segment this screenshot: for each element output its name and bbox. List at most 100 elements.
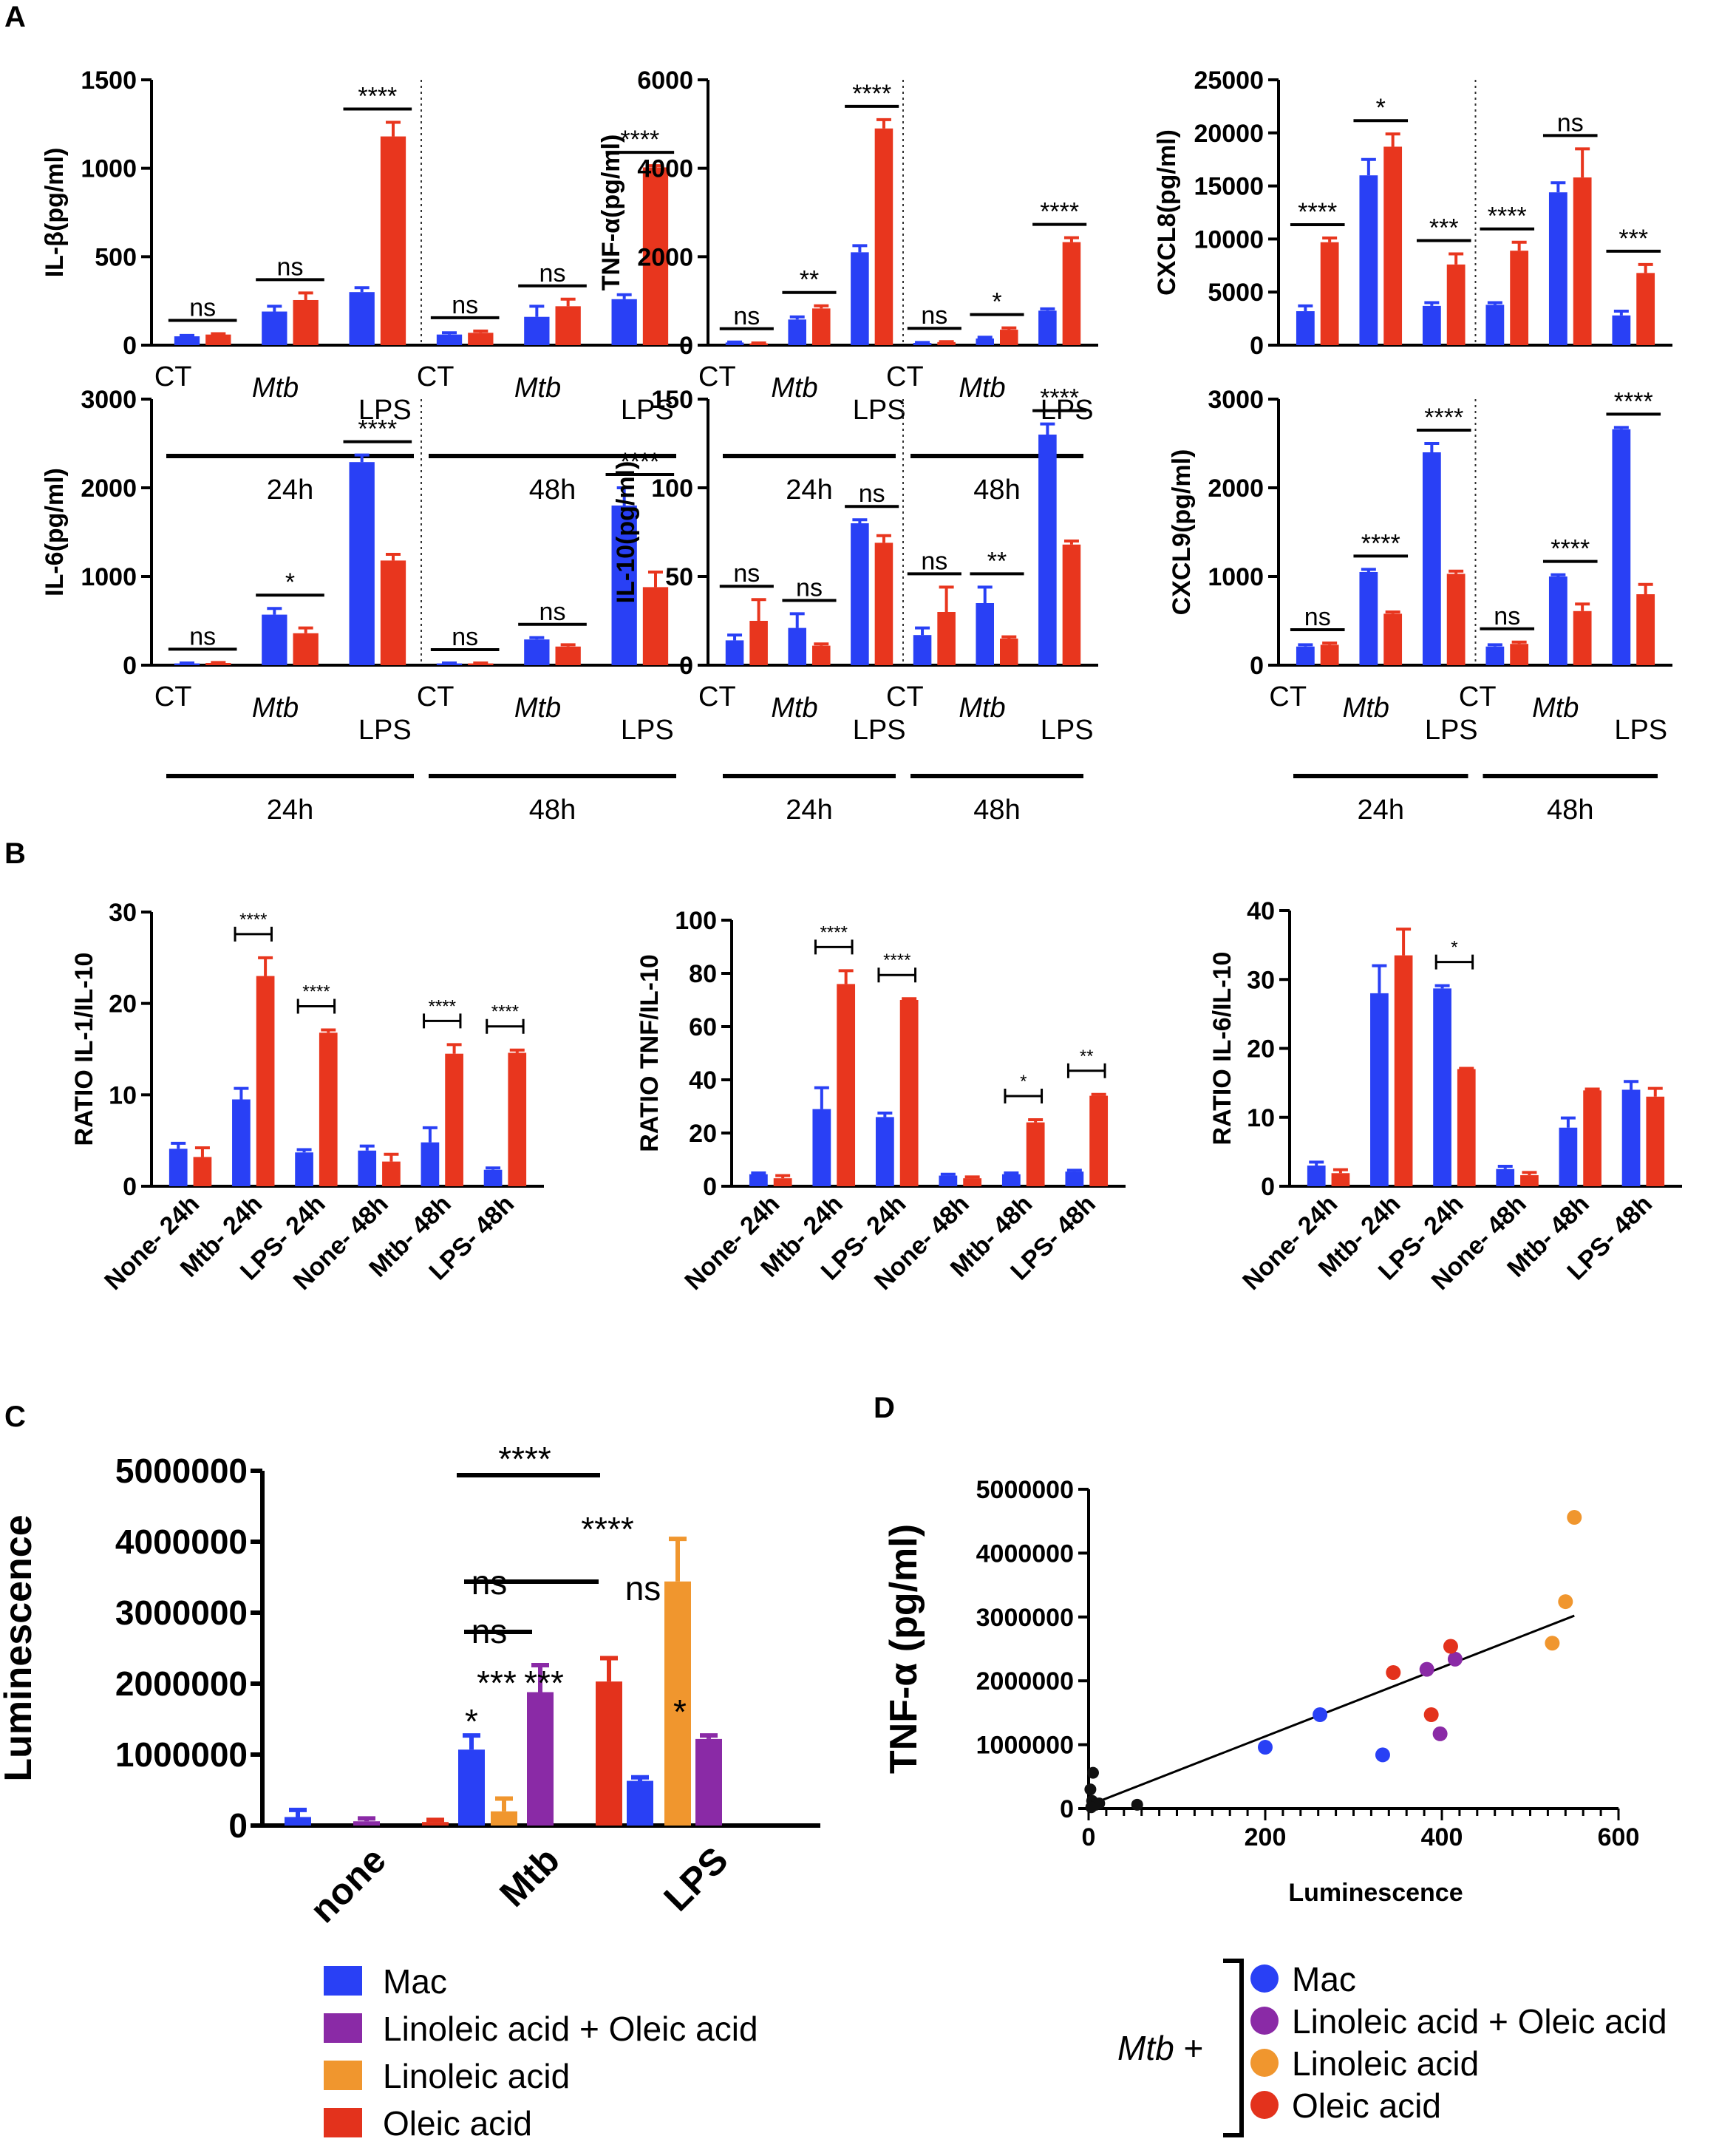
bar bbox=[812, 645, 831, 665]
bar bbox=[937, 341, 956, 345]
significance-label: **** bbox=[820, 922, 848, 942]
significance-label: **** bbox=[302, 982, 330, 1002]
bar bbox=[193, 1157, 212, 1186]
bar bbox=[445, 1053, 463, 1186]
y-axis-label: RATIO IL-6/IL-10 bbox=[1208, 952, 1236, 1146]
significance-label: **** bbox=[1614, 387, 1653, 415]
x-tick-label: CT bbox=[154, 361, 192, 392]
x-tick-label: Mtb bbox=[771, 372, 817, 404]
bar bbox=[293, 633, 319, 665]
x-tick-label: None- 24h bbox=[679, 1190, 785, 1296]
significance-bracket bbox=[814, 939, 854, 955]
regression-line bbox=[1088, 1614, 1575, 1807]
bar bbox=[1433, 988, 1451, 1186]
y-tick-label: 5000000 bbox=[115, 1452, 248, 1490]
x-tick-label: Mtb bbox=[1343, 693, 1389, 724]
group-label: 48h bbox=[529, 795, 576, 826]
bar bbox=[169, 1149, 188, 1186]
bar bbox=[812, 1109, 831, 1186]
bar bbox=[1485, 646, 1505, 665]
x-tick-label: CT bbox=[698, 681, 736, 712]
bar bbox=[508, 1052, 527, 1186]
y-tick-label: 2000 bbox=[637, 243, 693, 271]
x-tick-label: Mtb bbox=[252, 372, 299, 404]
bar bbox=[788, 627, 806, 665]
y-tick-label: 0 bbox=[228, 1806, 248, 1845]
x-tick-label: LPS bbox=[358, 715, 412, 746]
bar bbox=[353, 1821, 380, 1826]
y-tick-label: 20 bbox=[1247, 1035, 1275, 1064]
y-tick-label: 20 bbox=[689, 1120, 717, 1148]
significance-label: *** bbox=[477, 1664, 517, 1702]
bar bbox=[1457, 1069, 1476, 1186]
y-axis-label: IL-β(pg/ml) bbox=[41, 148, 69, 278]
significance-label: * bbox=[1020, 1072, 1027, 1092]
bar bbox=[788, 319, 806, 345]
y-axis-label: Luminescence bbox=[0, 1514, 40, 1781]
x-tick-label: LPS bbox=[656, 1839, 735, 1919]
bar bbox=[380, 560, 406, 665]
chart-a1: 050010001500IL-β(pg/ml)nsCTnsMtb****LPSn… bbox=[41, 67, 691, 506]
y-axis-label: RATIO IL-1/IL-10 bbox=[70, 953, 98, 1146]
significance-label: **** bbox=[429, 996, 456, 1016]
significance-label: ns bbox=[733, 302, 760, 330]
y-axis-label: TNF-α(pg/ml) bbox=[597, 135, 625, 291]
bar bbox=[851, 252, 869, 345]
y-tick-label: 20 bbox=[109, 990, 137, 1018]
y-tick-label: 1500 bbox=[81, 67, 137, 95]
x-tick-label: CT bbox=[417, 361, 455, 392]
significance-label: **** bbox=[620, 126, 659, 154]
significance-label: **** bbox=[852, 80, 891, 108]
bar bbox=[1394, 955, 1413, 1186]
bar bbox=[874, 542, 893, 665]
bar bbox=[358, 1150, 377, 1186]
bar bbox=[1573, 177, 1592, 345]
group-label: 24h bbox=[786, 795, 832, 826]
bar bbox=[1520, 1175, 1539, 1186]
significance-label: ns bbox=[1304, 603, 1331, 631]
significance-label: **** bbox=[358, 415, 397, 443]
significance-bracket bbox=[296, 999, 336, 1014]
y-tick-label: 0 bbox=[123, 652, 137, 680]
bar bbox=[1573, 610, 1592, 665]
y-tick-label: 5000 bbox=[1208, 279, 1264, 307]
significance-label: ns bbox=[452, 291, 478, 319]
y-tick-label: 50 bbox=[665, 563, 693, 591]
scatter-point bbox=[1375, 1747, 1390, 1763]
scatter-point bbox=[1084, 1783, 1097, 1796]
bar bbox=[851, 523, 869, 665]
y-tick-label: 0 bbox=[1250, 652, 1264, 680]
legend-dot bbox=[1250, 2091, 1279, 2119]
x-tick-label: LPS bbox=[621, 395, 674, 426]
significance-label: *** bbox=[524, 1664, 564, 1702]
significance-label: **** bbox=[1551, 535, 1590, 563]
x-tick-label: 0 bbox=[1082, 1823, 1096, 1851]
y-axis-label: CXCL9(pg/ml) bbox=[1168, 449, 1196, 616]
x-tick-label: CT bbox=[1269, 681, 1307, 712]
bar bbox=[642, 167, 669, 345]
significance-label: ** bbox=[987, 547, 1007, 575]
legend-label: Linoleic acid + Oleic acid bbox=[1292, 2002, 1667, 2041]
bar bbox=[262, 311, 287, 345]
bar bbox=[1559, 1127, 1578, 1186]
x-tick-label: Mtb bbox=[1532, 693, 1579, 724]
significance-label: **** bbox=[491, 1002, 519, 1022]
chart-a2: 0 2000 4000 6000 TNF-α(pg/ml) ns CT ** Mtb **** LP… bbox=[597, 67, 1098, 506]
scatter-point bbox=[1567, 1510, 1582, 1525]
charts-layer: 050010001500IL-β(pg/ml)nsCTnsMtb****LPSn… bbox=[0, 67, 1682, 1930]
y-axis-label: RATIO TNF/IL-10 bbox=[636, 954, 664, 1152]
significance-label: * bbox=[1376, 94, 1386, 122]
bar bbox=[1000, 330, 1018, 345]
y-tick-label: 6000 bbox=[637, 67, 693, 95]
x-tick-label: LPS bbox=[853, 395, 906, 426]
bar bbox=[174, 336, 200, 345]
bar bbox=[664, 1581, 691, 1826]
y-axis-label: TNF-α (pg/ml) bbox=[882, 1524, 925, 1774]
y-tick-label: 3000 bbox=[1208, 386, 1264, 414]
bar bbox=[1636, 594, 1655, 665]
y-tick-label: 2000 bbox=[1208, 474, 1264, 503]
bar bbox=[1370, 993, 1389, 1186]
significance-label: ns bbox=[189, 293, 216, 322]
